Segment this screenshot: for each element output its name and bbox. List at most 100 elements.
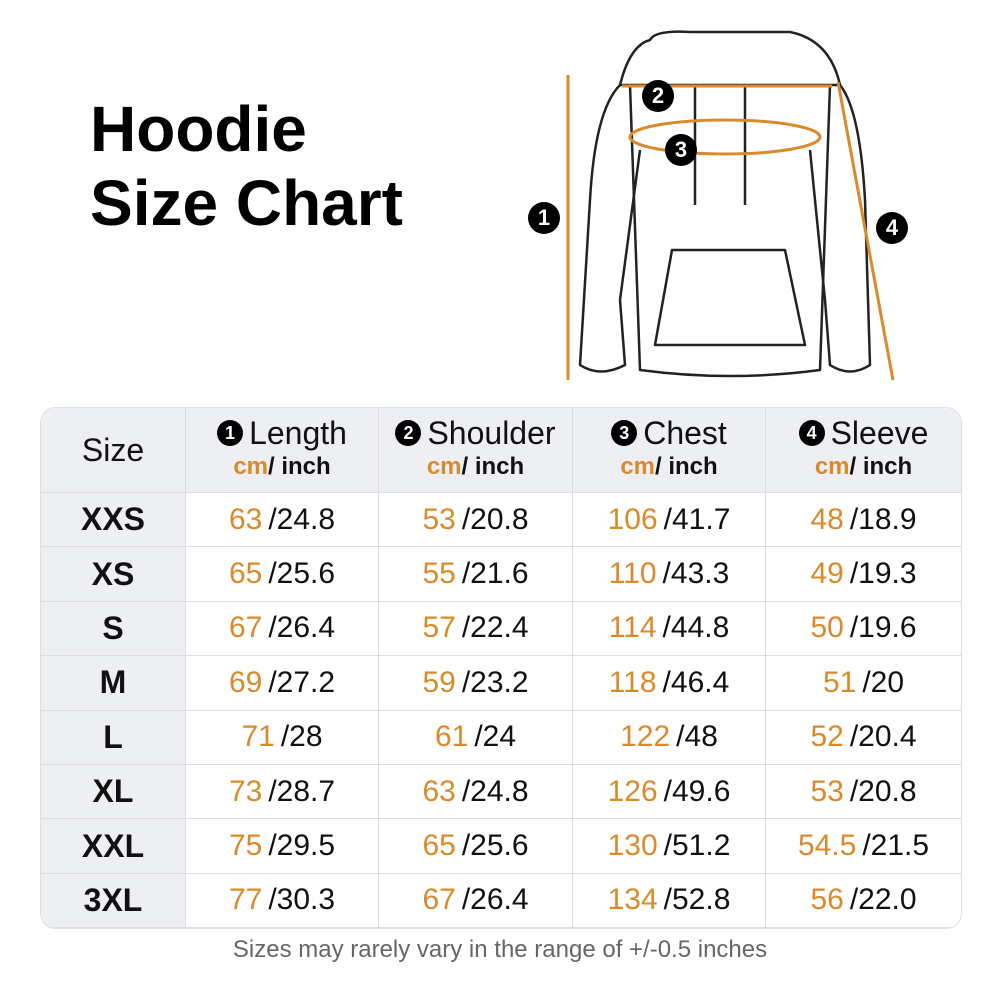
unit-inch: / inch — [849, 453, 913, 480]
value-inch: /48 — [676, 720, 718, 754]
size-label: XL — [41, 764, 186, 820]
value-inch: /24.8 — [461, 774, 529, 808]
size-header-label: Size — [81, 432, 145, 468]
measurement-cell: 63/24.8 — [186, 493, 379, 548]
size-header: Size — [41, 408, 186, 493]
measurement-cell: 54.5/21.5 — [766, 819, 961, 874]
value-inch: /20.4 — [849, 720, 917, 754]
page-title: Hoodie Size Chart — [90, 92, 403, 240]
column-title: 4 Sleeve — [798, 415, 929, 451]
number-icon: 2 — [395, 420, 422, 446]
measurement-cell: 75/29.5 — [186, 819, 379, 874]
value-inch: /24 — [474, 720, 517, 754]
column-name: Sleeve — [830, 415, 929, 451]
measurement-cell: 67/26.4 — [186, 601, 379, 657]
measurement-cell: 73/28.7 — [186, 764, 379, 820]
column-title: 3 Chest — [611, 416, 727, 450]
measurement-cell: 67/26.4 — [379, 873, 573, 928]
title-line-2: Size Chart — [90, 167, 403, 239]
size-table: Size 1 Length cm/ inch 2 Shoulder cm/ inch 3 Ch… — [40, 407, 962, 929]
value-cm: 71 — [241, 720, 275, 754]
measurement-cell: 134/52.8 — [573, 873, 766, 928]
size-label: S — [41, 601, 186, 657]
value-cm: 61 — [434, 720, 469, 754]
measurement-cell: 65/25.6 — [186, 547, 379, 602]
measurement-cell: 118/46.4 — [573, 656, 766, 711]
measurement-cell: 110/43.3 — [573, 547, 766, 602]
value-inch: /26.4 — [461, 883, 529, 917]
column-header-chest: 3 Chest cm/ inch — [573, 408, 766, 493]
value-inch: /23.2 — [461, 665, 529, 699]
measurement-cell: 51/20 — [766, 656, 961, 711]
measurement-cell: 71/28 — [186, 710, 379, 765]
value-inch: /22.0 — [849, 883, 917, 917]
unit-label: cm/ inch — [815, 450, 912, 484]
value-cm: 69 — [228, 665, 263, 699]
unit-inch: / inch — [268, 453, 331, 480]
marker-chest: 3 — [665, 134, 697, 166]
value-inch: /20 — [862, 665, 905, 699]
unit-label: cm/ inch — [427, 450, 524, 484]
value-inch: /22.4 — [461, 611, 529, 645]
value-inch: /30.3 — [268, 883, 336, 917]
hoodie-illustration — [566, 30, 895, 381]
value-inch: /19.6 — [849, 611, 917, 645]
value-cm: 134 — [607, 883, 658, 917]
title-line-1: Hoodie — [90, 93, 307, 165]
measurement-cell: 130/51.2 — [573, 819, 766, 874]
measurement-cell: 56/22.0 — [766, 874, 961, 928]
unit-cm: cm — [233, 453, 268, 480]
value-cm: 118 — [608, 665, 657, 699]
value-inch: /20.8 — [461, 502, 529, 536]
value-cm: 122 — [620, 720, 671, 754]
value-inch: /20.8 — [849, 774, 917, 808]
column-name: Length — [249, 415, 347, 451]
value-inch: /24.8 — [268, 502, 336, 536]
size-label: M — [41, 656, 186, 711]
value-cm: 65 — [422, 829, 456, 863]
value-cm: 59 — [422, 665, 456, 699]
value-inch: /52.8 — [663, 883, 731, 917]
value-inch: /21.5 — [862, 829, 930, 863]
measurement-cell: 77/30.3 — [186, 873, 379, 928]
value-cm: 51 — [822, 665, 857, 699]
marker-sleeve: 4 — [876, 212, 908, 244]
value-cm: 49 — [810, 557, 844, 591]
value-cm: 75 — [228, 829, 263, 863]
value-inch: /27.2 — [268, 665, 336, 699]
measurement-cell: 65/25.6 — [379, 819, 573, 874]
column-header-sleeve: 4 Sleeve cm/ inch — [766, 408, 961, 493]
measurement-cell: 52/20.4 — [766, 711, 961, 765]
value-inch: /46.4 — [662, 665, 730, 699]
value-cm: 67 — [422, 883, 456, 917]
value-cm: 57 — [422, 611, 456, 645]
value-cm: 50 — [810, 611, 844, 645]
unit-inch: / inch — [655, 453, 718, 480]
column-header-shoulder: 2 Shoulder cm/ inch — [379, 408, 573, 493]
measurement-cell: 122/48 — [573, 710, 766, 765]
value-cm: 126 — [607, 774, 658, 808]
value-inch: /44.8 — [662, 611, 730, 645]
value-cm: 53 — [422, 502, 456, 536]
value-cm: 65 — [228, 557, 263, 591]
value-cm: 48 — [810, 502, 844, 536]
measurement-cell: 49/19.3 — [766, 547, 961, 602]
value-inch: /21.6 — [461, 557, 529, 591]
unit-cm: cm — [620, 453, 655, 480]
number-icon: 4 — [798, 420, 825, 446]
value-inch: /25.6 — [461, 829, 529, 863]
unit-label: cm/ inch — [233, 450, 330, 484]
size-label: L — [41, 710, 186, 765]
unit-cm: cm — [814, 453, 850, 480]
measurement-cell: 48/18.9 — [766, 493, 961, 548]
value-cm: 52 — [810, 720, 844, 754]
measurement-cell: 106/41.7 — [573, 493, 766, 548]
value-cm: 110 — [608, 557, 657, 591]
measurement-cell: 59/23.2 — [379, 656, 573, 711]
unit-inch: / inch — [461, 453, 525, 480]
value-cm: 106 — [607, 502, 658, 536]
value-inch: /49.6 — [663, 774, 731, 808]
value-inch: /51.2 — [663, 829, 731, 863]
measurement-cell: 114/44.8 — [573, 601, 766, 657]
value-cm: 63 — [228, 502, 263, 536]
